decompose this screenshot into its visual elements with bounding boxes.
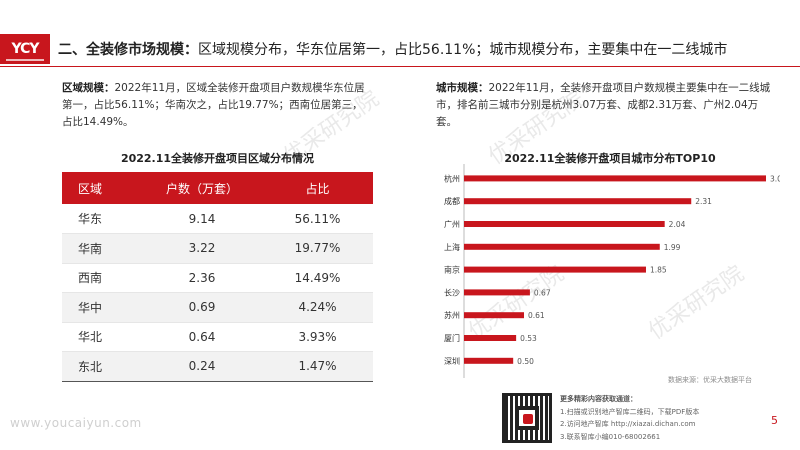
title-divider (0, 66, 800, 67)
promo-line: 3.联系智库小编010-68002661 (560, 432, 661, 441)
category-label: 厦门 (444, 333, 460, 343)
data-source: 数据来源：优采大数据平台 (668, 376, 752, 384)
cell-share: 1.47% (262, 351, 373, 382)
table-row: 华东 9.14 56.11% (62, 204, 373, 234)
category-label: 苏州 (444, 310, 460, 320)
page-number: 5 (771, 414, 778, 427)
header-share: 占比 (262, 172, 373, 204)
city-summary: 城市规模：2022年11月，全装修开盘项目户数规模主要集中在一二线城市，排名前三… (436, 82, 771, 128)
promo-line: 1.扫描或识别地产智库二维码，下载PDF版本 (560, 407, 700, 416)
bar (464, 289, 530, 296)
table-row: 华中 0.69 4.24% (62, 292, 373, 323)
region-summary: 区域规模：2022年11月，区域全装修开盘项目户数规模华东位居第一，占比56.1… (62, 82, 365, 128)
header-region: 区域 (62, 172, 142, 204)
bar (464, 335, 517, 341)
table-header-row: 区域 户数（万套） 占比 (62, 172, 373, 204)
data-label: 2.31 (695, 197, 712, 206)
bar (464, 243, 660, 250)
category-label: 成都 (444, 196, 460, 206)
brand-logo: YCY (0, 34, 50, 64)
cell-share: 14.49% (262, 263, 373, 293)
chart-title: 2022.11全装修开盘项目城市分布TOP10 (504, 152, 716, 165)
cell-share: 56.11% (262, 204, 373, 234)
cell-units: 9.14 (142, 204, 262, 234)
table-row: 华北 0.64 3.93% (62, 322, 373, 352)
bar (464, 357, 514, 364)
cell-region: 东北 (62, 351, 142, 382)
data-label: 1.99 (664, 243, 681, 252)
data-label: 2.04 (669, 220, 686, 229)
data-label: 1.85 (650, 266, 667, 275)
cell-share: 19.77% (262, 233, 373, 264)
category-label: 杭州 (444, 173, 460, 183)
qr-code-icon[interactable] (502, 393, 552, 443)
cell-share: 4.24% (262, 292, 373, 323)
city-bar-chart: 杭州 3.07 成都 2.31 广州 2.04 上海 1.99 南京 1.85 长沙 0.67 苏州 0.… (444, 164, 780, 378)
category-label: 长沙 (444, 287, 460, 297)
category-label: 南京 (444, 265, 460, 275)
bar (464, 198, 692, 205)
category-label: 上海 (444, 242, 460, 252)
region-table: 区域 户数（万套） 占比 华东 9.14 56.11% 华南 3.22 19.7… (62, 172, 373, 382)
promo-heading: 更多精彩内容获取通道： (560, 395, 637, 403)
category-label: 广州 (444, 219, 460, 229)
cell-region: 西南 (62, 263, 142, 293)
cell-region: 华北 (62, 322, 142, 352)
bar (464, 175, 766, 182)
cell-region: 华东 (62, 204, 142, 234)
bar (464, 266, 646, 273)
cell-region: 华中 (62, 292, 142, 323)
website-link[interactable]: www.youcaiyun.com (10, 416, 142, 430)
cell-units: 0.64 (142, 322, 262, 352)
promo-line[interactable]: 2.访问地产智库 http://xiazai.dichan.com (560, 420, 696, 428)
data-label: 3.07 (770, 174, 780, 183)
cell-units: 2.36 (142, 263, 262, 293)
cell-units: 0.69 (142, 292, 262, 323)
bar (464, 312, 525, 319)
cell-units: 3.22 (142, 233, 262, 264)
bar (464, 221, 665, 227)
cell-share: 3.93% (262, 322, 373, 352)
cell-units: 0.24 (142, 351, 262, 382)
table-title: 2022.11全装修开盘项目区域分布情况 (120, 152, 315, 165)
cell-region: 华南 (62, 233, 142, 264)
data-label: 0.67 (534, 288, 551, 297)
page-title: 二、全装修市场规模：区域规模分布，华东位居第一，占比56.11%；城市规模分布，… (58, 42, 728, 58)
table-row: 华南 3.22 19.77% (62, 233, 373, 264)
data-label: 0.50 (517, 357, 534, 366)
category-label: 深圳 (444, 356, 460, 366)
promo-box: 更多精彩内容获取通道： 1.扫描或识别地产智库二维码，下载PDF版本 2.访问地… (560, 393, 699, 443)
table-row: 西南 2.36 14.49% (62, 263, 373, 293)
data-label: 0.53 (520, 334, 537, 343)
table-row: 东北 0.24 1.47% (62, 351, 373, 382)
data-label: 0.61 (528, 311, 545, 320)
header-units: 户数（万套） (142, 172, 262, 204)
